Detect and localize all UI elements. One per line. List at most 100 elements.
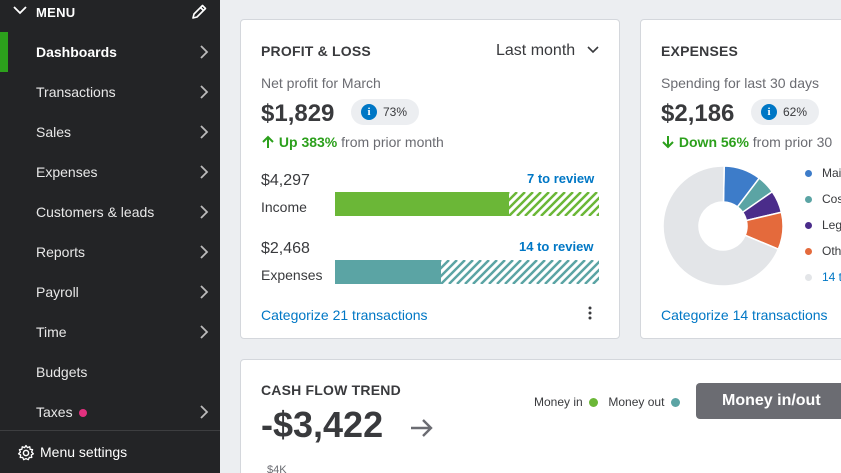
legend-swatch [805, 274, 812, 281]
percent-pill[interactable]: i 62% [751, 99, 819, 125]
sidebar-item-expenses[interactable]: Expenses [0, 152, 220, 192]
expenses-donut-chart[interactable] [662, 165, 784, 287]
trend-line: Up 383% from prior month [261, 134, 444, 150]
menu-label: MENU [36, 5, 76, 20]
sidebar-item-label: Transactions [36, 84, 116, 100]
chevron-right-icon [200, 45, 209, 59]
trend-text: from prior month [341, 134, 444, 150]
card-title: PROFIT & LOSS [261, 43, 371, 59]
card-title: CASH FLOW TREND [261, 382, 401, 398]
period-dropdown[interactable]: Last month [496, 42, 600, 60]
money-in-label: Money in [534, 395, 583, 409]
gear-icon [17, 444, 35, 461]
cash-flow-amount: -$3,422 [261, 404, 384, 445]
more-options-icon[interactable] [585, 305, 595, 321]
sidebar-item-reports[interactable]: Reports [0, 232, 220, 272]
donut-slice[interactable] [662, 165, 780, 287]
chevron-right-icon [200, 285, 209, 299]
net-profit-amount: $1,829 [261, 100, 335, 127]
sidebar-item-label: Dashboards [36, 44, 117, 60]
legend-swatch [805, 222, 812, 229]
expenses-bar-pending [441, 260, 599, 284]
pencil-icon[interactable] [190, 3, 208, 21]
income-bar-fill [335, 192, 509, 216]
income-bar-pending [509, 192, 599, 216]
categorize-link[interactable]: Categorize 21 transactions [261, 307, 428, 323]
expenses-subtitle: Spending for last 30 days [661, 75, 819, 91]
legend-label: Cos [822, 192, 841, 206]
chevron-right-icon [200, 125, 209, 139]
income-amount: $4,297 [261, 172, 310, 189]
card-title: EXPENSES [661, 43, 739, 59]
income-bar[interactable] [335, 192, 599, 216]
net-profit-subtitle: Net profit for March [261, 75, 381, 91]
sidebar-item-customers-leads[interactable]: Customers & leads [0, 192, 220, 232]
chevron-right-icon [200, 325, 209, 339]
money-out-swatch [670, 398, 680, 407]
sidebar-item-label: Payroll [36, 284, 79, 300]
sidebar-item-time[interactable]: Time [0, 312, 220, 352]
arrow-right-icon[interactable] [409, 416, 435, 440]
money-in-out-button[interactable]: Money in/out [696, 383, 841, 419]
menu-settings-label: Menu settings [40, 444, 128, 460]
active-indicator [0, 32, 8, 72]
trend-line: Down 56% from prior 30 [661, 134, 832, 150]
chevron-right-icon [200, 245, 209, 259]
sidebar-item-budgets[interactable]: Budgets [0, 352, 220, 392]
menu-settings-button[interactable]: Menu settings [0, 431, 220, 473]
expenses-bar[interactable] [335, 260, 599, 284]
legend-link[interactable]: 14 t [822, 270, 841, 284]
sidebar-item-taxes[interactable]: Taxes [0, 392, 220, 432]
legend-swatch [805, 196, 812, 203]
legend-label: Oth [822, 244, 841, 258]
expenses-bar-fill [335, 260, 441, 284]
income-label: Income [261, 199, 307, 215]
expenses-label: Expenses [261, 267, 323, 283]
sidebar-item-label: Sales [36, 124, 72, 140]
money-in-swatch [589, 398, 599, 407]
expenses-total-amount: $2,186 [661, 100, 735, 127]
menu-header[interactable]: MENU [0, 0, 220, 26]
info-icon[interactable]: i [361, 104, 377, 120]
money-out-label: Money out [608, 395, 665, 409]
expenses-review-link[interactable]: 14 to review [519, 239, 594, 254]
legend-swatch [805, 170, 812, 177]
axis-tick-label: $4K [267, 464, 287, 473]
expenses-card: EXPENSES Spending for last 30 days $2,18… [640, 19, 841, 339]
trend-value: Down 56% [678, 134, 749, 150]
sidebar-item-sales[interactable]: Sales [0, 112, 220, 152]
period-dropdown-label: Last month [496, 42, 576, 59]
chevron-right-icon [200, 165, 209, 179]
categorize-link[interactable]: Categorize 14 transactions [661, 307, 828, 323]
chevron-down-icon [587, 46, 599, 54]
trend-value: Up 383% [278, 134, 338, 150]
arrow-up-icon [262, 135, 274, 148]
sidebar-item-label: Time [36, 324, 67, 340]
percent-value: 73% [383, 105, 408, 119]
chevron-down-icon[interactable] [13, 3, 27, 17]
info-icon[interactable]: i [761, 104, 777, 120]
sidebar-item-transactions[interactable]: Transactions [0, 72, 220, 112]
money-in-out-button-label: Money in/out [722, 392, 821, 409]
sidebar-nav: Dashboards Transactions Sales Expenses C… [0, 32, 220, 432]
arrow-down-icon [662, 136, 674, 149]
percent-pill[interactable]: i 73% [351, 99, 419, 125]
chevron-right-icon [200, 85, 209, 99]
income-review-link[interactable]: 7 to review [527, 171, 595, 186]
legend-swatch [805, 248, 812, 255]
legend-label: Leg [822, 218, 841, 232]
chevron-right-icon [200, 205, 209, 219]
sidebar: MENU Dashboards Transactions Sales Expen… [0, 0, 220, 473]
notification-dot [79, 409, 87, 417]
sidebar-item-label: Customers & leads [36, 204, 155, 220]
sidebar-item-dashboards[interactable]: Dashboards [0, 32, 220, 72]
sidebar-item-label: Reports [36, 244, 86, 260]
divider [0, 430, 220, 431]
expenses-amount: $2,468 [261, 240, 310, 257]
profit-loss-card: PROFIT & LOSS Last month Net profit for … [240, 19, 620, 339]
sidebar-item-payroll[interactable]: Payroll [0, 272, 220, 312]
percent-value: 62% [783, 105, 808, 119]
sidebar-item-label: Expenses [36, 164, 98, 180]
legend-label: Mai [822, 166, 841, 180]
trend-text: from prior 30 [752, 134, 833, 150]
